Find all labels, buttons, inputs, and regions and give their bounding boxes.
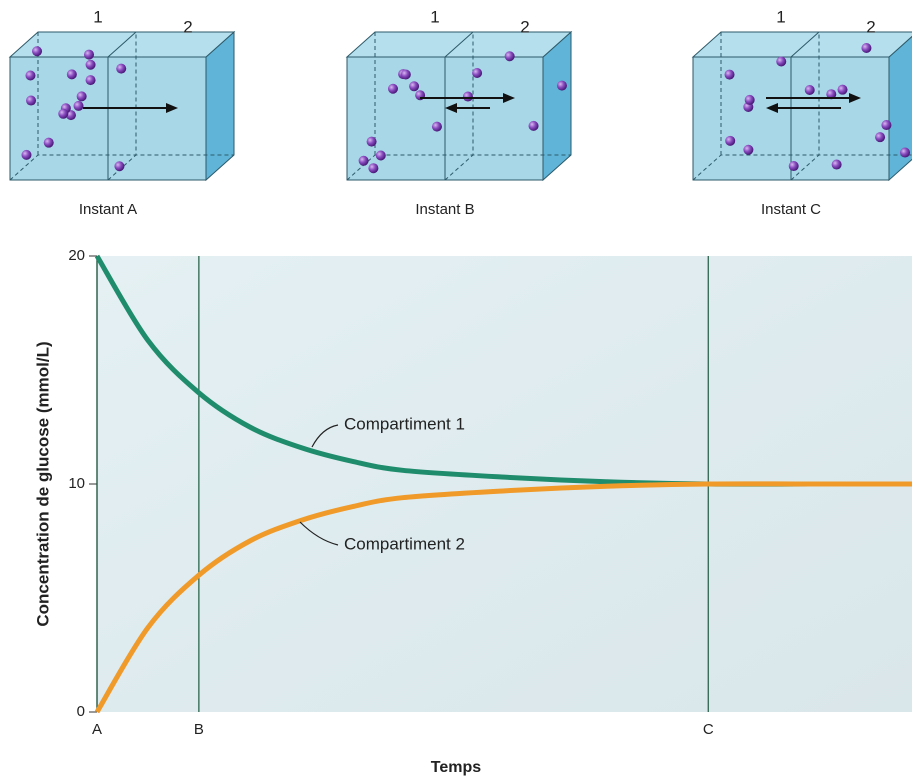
particle xyxy=(67,69,77,79)
instant-label: Instant C xyxy=(761,201,821,218)
particle xyxy=(472,68,482,78)
particle xyxy=(44,138,54,148)
diagrams: 1 2 Instant A 1 2 Instant B 1 2 Instant C xyxy=(10,7,912,217)
y-axis-title: Concentration de glucose (mmol/L) xyxy=(33,341,52,626)
particle xyxy=(505,51,515,61)
particle xyxy=(557,81,567,91)
series-label: Compartiment 2 xyxy=(344,534,465,553)
particle xyxy=(789,161,799,171)
box-side xyxy=(543,32,571,180)
particle xyxy=(463,92,473,102)
particle xyxy=(861,43,871,53)
particle xyxy=(116,64,126,74)
box-side xyxy=(206,32,234,180)
particle xyxy=(376,151,386,161)
instant-label: Instant B xyxy=(415,201,474,218)
particle xyxy=(838,85,848,95)
particle xyxy=(401,70,411,80)
x-axis-title: Temps xyxy=(431,759,481,776)
y-tick-label: 20 xyxy=(68,247,85,264)
particle xyxy=(86,75,96,85)
particle xyxy=(388,84,398,94)
box-top xyxy=(693,32,912,57)
diagram: 1 2 Instant A xyxy=(10,7,234,217)
particle xyxy=(409,81,419,91)
compartment-label: 1 xyxy=(93,7,102,26)
particle xyxy=(84,50,94,60)
x-tick-label: B xyxy=(194,721,204,738)
particle xyxy=(368,163,378,173)
particle xyxy=(114,161,124,171)
instant-label: Instant A xyxy=(79,201,137,218)
particle xyxy=(776,56,786,66)
particle xyxy=(21,150,31,160)
particle xyxy=(881,120,891,130)
particle xyxy=(77,91,87,101)
particle xyxy=(32,46,42,56)
diagram: 1 2 Instant C xyxy=(693,7,912,217)
particle xyxy=(725,70,735,80)
chart: 0 10 20 A B C Compartiment 1 Compartiment 2 Temp… xyxy=(33,247,912,776)
particle xyxy=(58,109,68,119)
y-tick-label: 10 xyxy=(68,475,85,492)
compartment-label: 2 xyxy=(866,17,875,36)
particle xyxy=(900,148,910,158)
particle xyxy=(26,96,36,106)
particle xyxy=(25,70,35,80)
y-tick-label: 0 xyxy=(77,703,85,720)
particle xyxy=(875,132,885,142)
compartment-label: 1 xyxy=(776,7,785,26)
particle xyxy=(745,95,755,105)
particle xyxy=(86,60,96,70)
particle xyxy=(805,85,815,95)
particle xyxy=(832,160,842,170)
x-tick-label: A xyxy=(92,721,102,738)
particle xyxy=(725,136,735,146)
series-label: Compartiment 1 xyxy=(344,414,465,433)
particle xyxy=(529,121,539,131)
x-tick-label: C xyxy=(703,721,714,738)
compartment-label: 2 xyxy=(183,17,192,36)
particle xyxy=(432,122,442,132)
diagram: 1 2 Instant B xyxy=(347,7,571,217)
figure: 1 2 Instant A 1 2 Instant B 1 2 Instant C 0 10 20 A… xyxy=(0,0,912,780)
particle xyxy=(743,145,753,155)
page: {"diagrams": [ {"label": "Instant A", "c… xyxy=(0,0,912,780)
compartment-label: 2 xyxy=(520,17,529,36)
compartment-label: 1 xyxy=(430,7,439,26)
particle xyxy=(74,101,84,111)
particle xyxy=(359,156,369,166)
particle xyxy=(367,137,377,147)
